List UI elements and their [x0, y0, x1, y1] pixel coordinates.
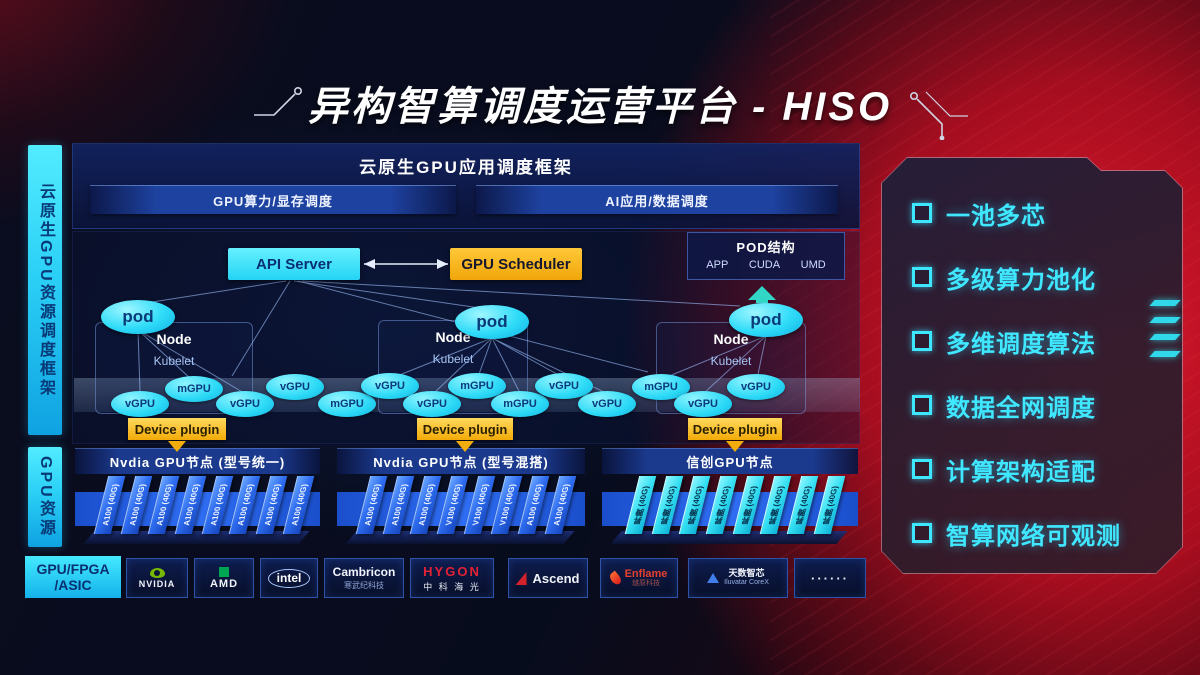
gpu-unit-ellipse: vGPU: [674, 391, 732, 417]
iluvatar-label: 天数智芯: [728, 568, 765, 579]
device-plugin-box-1: Device plugin: [128, 418, 226, 440]
gpu-unit-ellipse: mGPU: [318, 391, 376, 417]
feature-label: 一池多芯: [946, 202, 1046, 230]
ascend-triangle-icon: [515, 571, 529, 585]
pool-platform: [83, 531, 310, 544]
sidebar-label-cloud-native-gpu-scheduling: 云原生GPU资源调度框架: [28, 145, 62, 435]
gpu-unit-ellipse: vGPU: [216, 391, 274, 417]
feature-item: 多级算力池化: [912, 264, 1182, 294]
device-plugin-box-3: Device plugin: [688, 418, 782, 440]
gpu-unit-ellipse: vGPU: [266, 374, 324, 400]
square-bullet-icon: [912, 203, 932, 223]
kubelet-label: Kubelet: [153, 354, 195, 368]
feature-label: 数据全网调度: [946, 394, 1096, 422]
feature-item: 计算架构适配: [912, 456, 1182, 486]
hazard-stripe-decoration: [1149, 317, 1181, 323]
hazard-stripe-decoration: [1149, 334, 1181, 340]
pool-platform: [610, 531, 848, 544]
gpu-unit-ellipse: vGPU: [727, 374, 785, 400]
vendor-logo-more: ······: [794, 558, 866, 598]
feature-item: 一池多芯: [912, 200, 1182, 230]
nvidia-label: NVIDIA: [138, 578, 176, 589]
title-circuit-decoration-left: [254, 86, 302, 116]
gpu-unit-ellipse: vGPU: [111, 391, 169, 417]
title-circuit-decoration-right: [910, 91, 968, 140]
feature-item: 智算网络可观测: [912, 520, 1182, 550]
gpu-pool-header-xinchuang: 信创GPU节点: [602, 448, 858, 474]
vendor-logo-enflame: Enflame 燧原科技: [600, 558, 678, 598]
amd-label: AMD: [209, 577, 239, 590]
feature-label: 智算网络可观测: [946, 522, 1121, 550]
square-bullet-icon: [912, 267, 932, 287]
amd-square-icon: [219, 566, 229, 577]
gpu-scheduler-box: GPU Scheduler: [450, 248, 582, 280]
vendor-logo-ascend: Ascend: [508, 558, 588, 598]
gpu-pool-header-nvidia-uniform: Nvdia GPU节点 (型号统一): [75, 448, 320, 474]
page-title: 异构智算调度运营平台 - HISO: [307, 85, 893, 129]
pod-ellipse-2: pod: [455, 305, 529, 339]
api-server-box: API Server: [228, 248, 360, 280]
iluvatar-triangle-icon: [707, 572, 720, 583]
chip-types-line1: GPU/FPGA: [36, 560, 110, 577]
pod-ellipse-1: pod: [101, 300, 175, 334]
vendor-logo-hygon: HYGON 中 科 海 光: [410, 558, 494, 598]
pool-platform: [345, 531, 575, 544]
pod-structure-title: POD结构: [736, 240, 796, 255]
cambricon-sublabel: 寒武纪科技: [344, 581, 384, 590]
square-bullet-icon: [912, 459, 932, 479]
device-plugin-box-2: Device plugin: [417, 418, 513, 440]
gpu-unit-ellipse: vGPU: [578, 391, 636, 417]
chip-types-line2: /ASIC: [54, 577, 92, 593]
gpu-unit-ellipse: mGPU: [491, 391, 549, 417]
gpu-unit-ellipse: mGPU: [165, 376, 223, 402]
feature-label: 计算架构适配: [946, 458, 1096, 486]
hazard-stripe-decoration: [1149, 300, 1181, 306]
square-bullet-icon: [912, 331, 932, 351]
node-label: Node: [156, 331, 192, 347]
vendor-logo-iluvatar: 天数智芯 Iluvatar CoreX: [688, 558, 788, 598]
enflame-sublabel: 燧原科技: [631, 580, 660, 588]
hygon-sublabel: 中 科 海 光: [423, 581, 481, 592]
gpu-pool-stack-3: 昇腾 (40G) 昇腾 (40G) 昇腾 (40G) 昇腾 (40G) 昇腾 (…: [602, 474, 858, 554]
kubelet-label: Kubelet: [432, 352, 474, 366]
intel-oval-icon: intel: [267, 568, 311, 588]
pod-structure-item-cuda: CUDA: [748, 259, 781, 271]
cambricon-label: Cambricon: [332, 565, 396, 579]
sidebar-label-gpu-resources: GPU资源: [28, 447, 62, 547]
feature-panel-inner: 一池多芯 多级算力池化 多维调度算法 数据全网调度 计算架构适配 智算网络可观测: [882, 158, 1182, 573]
feature-item: 数据全网调度: [912, 392, 1182, 422]
pod-ellipse-3: pod: [729, 303, 803, 337]
enflame-flame-icon: [607, 570, 623, 586]
feature-label: 多级算力池化: [946, 266, 1096, 294]
vendor-logo-cambricon: Cambricon 寒武纪科技: [324, 558, 404, 598]
gpu-unit-ellipse: vGPU: [403, 391, 461, 417]
vendor-logo-amd: AMD: [194, 558, 254, 598]
enflame-label: Enflame: [624, 568, 668, 581]
gpu-pool-header-nvidia-mixed: Nvdia GPU节点 (型号混搭): [337, 448, 585, 474]
ascend-label: Ascend: [532, 570, 580, 586]
pod-structure-box: POD结构 APP CUDA UMD: [687, 232, 845, 280]
more-vendors-label: ······: [811, 570, 849, 586]
hazard-stripe-decoration: [1149, 351, 1181, 357]
square-bullet-icon: [912, 523, 932, 543]
gpu-pool-stack-1: A100 (40G) A100 (40G) A100 (40G) A100 (4…: [75, 474, 320, 554]
framework-title: 云原生GPU应用调度框架: [359, 158, 573, 177]
kubelet-label: Kubelet: [710, 354, 752, 368]
chip-types-label: GPU/FPGA /ASIC: [25, 556, 121, 598]
iluvatar-sublabel: Iluvatar CoreX: [724, 579, 769, 587]
feature-panel: 一池多芯 多级算力池化 多维调度算法 数据全网调度 计算架构适配 智算网络可观测: [881, 157, 1183, 574]
gpu-pool-stack-2: A100 (40G) A100 (40G) A100 (40G) V100 (4…: [337, 474, 585, 554]
bar-ai-app-data-scheduling: AI应用/数据调度: [476, 185, 838, 214]
bar-gpu-compute-memory-scheduling: GPU算力/显存调度: [90, 185, 456, 214]
pod-structure-item-umd: UMD: [800, 259, 826, 271]
nvidia-eye-icon: [149, 567, 165, 578]
feature-label: 多维调度算法: [946, 330, 1096, 358]
pod-structure-item-app: APP: [706, 259, 729, 271]
square-bullet-icon: [912, 395, 932, 415]
vendor-logo-intel: intel: [260, 558, 318, 598]
hygon-label: HYGON: [423, 563, 481, 579]
feature-item: 多维调度算法: [912, 328, 1182, 358]
vendor-logo-nvidia: NVIDIA: [126, 558, 188, 598]
